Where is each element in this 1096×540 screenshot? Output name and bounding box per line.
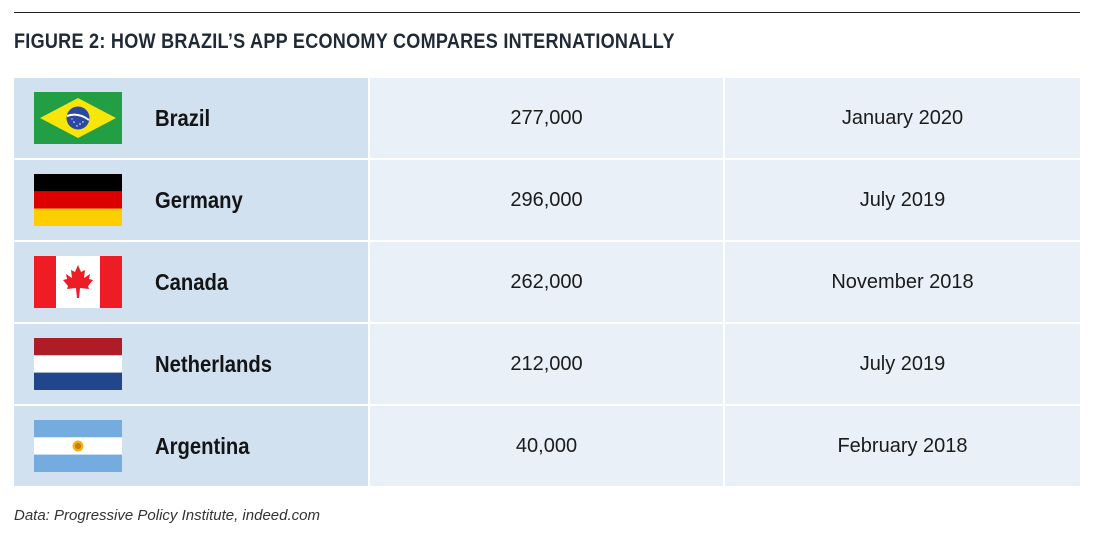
jobs-cell: 277,000 (368, 78, 723, 158)
jobs-cell: 40,000 (368, 406, 723, 486)
brazil-flag-icon (34, 92, 122, 144)
country-name: Canada (155, 269, 229, 295)
jobs-cell: 212,000 (368, 324, 723, 404)
table-row: Netherlands 212,000 July 2019 (14, 322, 1080, 404)
country-cell: Argentina (14, 406, 368, 486)
table-row: Brazil 277,000 January 2020 (14, 78, 1080, 158)
country-cell: Brazil (14, 78, 368, 158)
table-row: Canada 262,000 November 2018 (14, 240, 1080, 322)
date-cell: November 2018 (723, 242, 1080, 322)
date-cell: January 2020 (723, 78, 1080, 158)
table-row: Argentina 40,000 February 2018 (14, 404, 1080, 486)
country-cell: Netherlands (14, 324, 368, 404)
comparison-table: Brazil 277,000 January 2020 Germany 296,… (14, 78, 1080, 486)
date-cell: February 2018 (723, 406, 1080, 486)
country-name: Germany (155, 187, 243, 213)
germany-flag-icon (34, 174, 122, 226)
country-name: Brazil (155, 105, 211, 131)
argentina-flag-icon (34, 420, 122, 472)
country-cell: Germany (14, 160, 368, 240)
table-row: Germany 296,000 July 2019 (14, 158, 1080, 240)
country-name: Argentina (155, 433, 250, 459)
country-name: Netherlands (155, 351, 272, 377)
figure-title: FIGURE 2: HOW BRAZIL’S APP ECONOMY COMPA… (14, 30, 675, 53)
country-cell: Canada (14, 242, 368, 322)
date-cell: July 2019 (723, 324, 1080, 404)
jobs-cell: 262,000 (368, 242, 723, 322)
date-cell: July 2019 (723, 160, 1080, 240)
jobs-cell: 296,000 (368, 160, 723, 240)
canada-flag-icon (34, 256, 122, 308)
source-note: Data: Progressive Policy Institute, inde… (14, 507, 320, 524)
top-rule (14, 12, 1080, 13)
netherlands-flag-icon (34, 338, 122, 390)
